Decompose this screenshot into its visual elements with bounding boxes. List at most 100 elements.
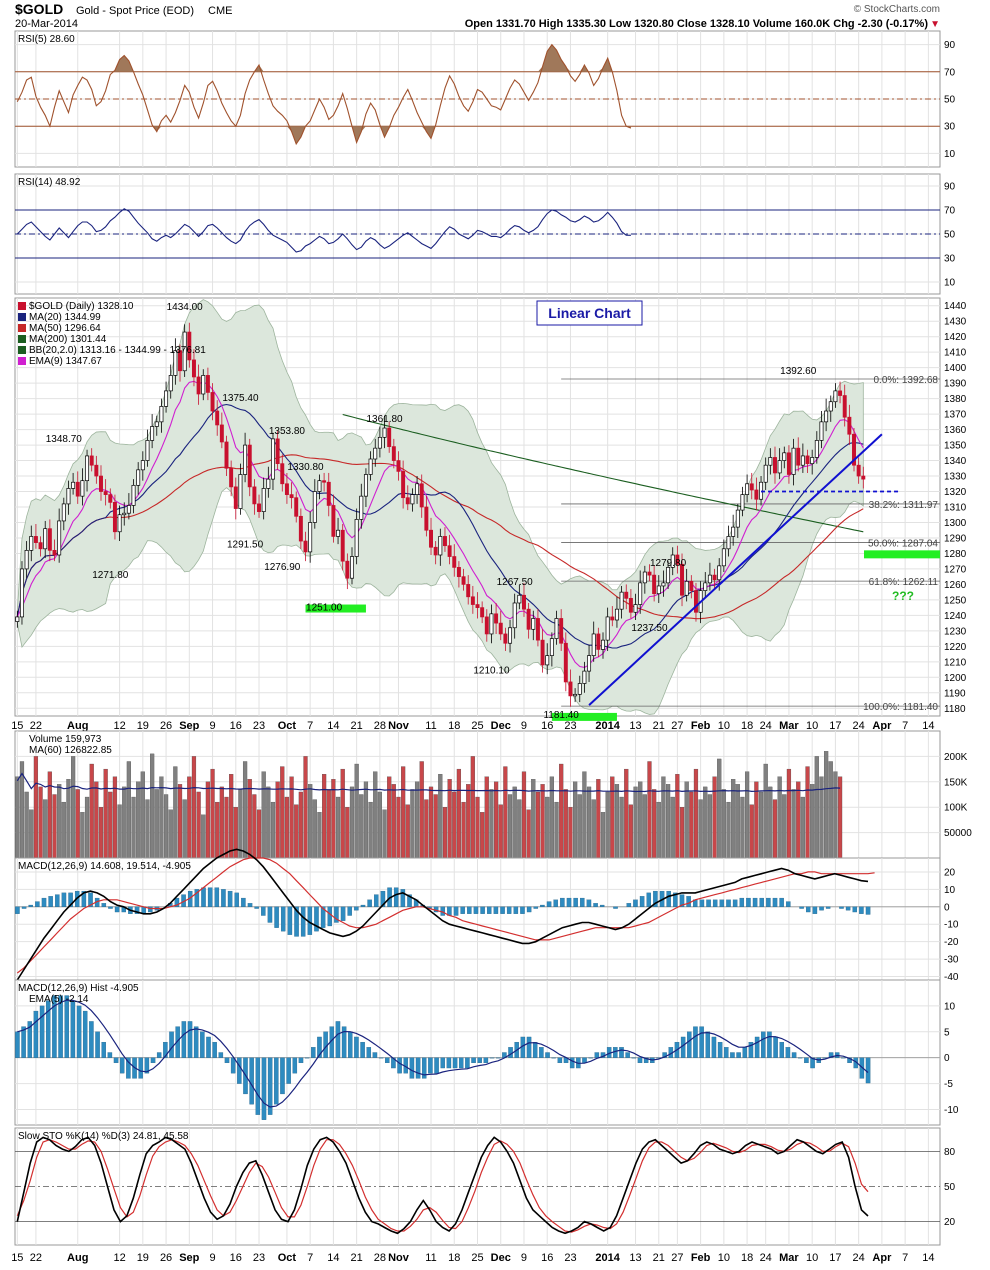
volume-bar xyxy=(401,766,406,859)
x-axis-label: 18 xyxy=(448,720,460,732)
macd-hist-bar xyxy=(70,1000,76,1058)
macd-histogram-bar xyxy=(772,897,778,907)
candle-body xyxy=(415,483,420,495)
macd-histogram-bar xyxy=(526,906,532,913)
candle-body xyxy=(605,616,610,641)
rsi14-panel-tick-label: 70 xyxy=(944,206,956,217)
candle-body xyxy=(224,441,229,469)
volume-axis-tick-label: 50000 xyxy=(944,828,972,839)
volume-bar xyxy=(679,807,685,859)
macd-histogram-bar xyxy=(207,887,213,907)
candle-body xyxy=(642,571,647,584)
x-axis-label: 22 xyxy=(30,720,42,732)
volume-bar xyxy=(38,786,43,859)
volume-bar xyxy=(84,796,90,859)
macd-hist-bar xyxy=(748,1041,754,1058)
macd-hist-bar xyxy=(360,1041,365,1058)
macd-histogram-bar xyxy=(101,903,107,907)
x-axis-label: Mar xyxy=(779,1252,799,1264)
fibonacci-level-label: 100.0%: 1181.40 xyxy=(863,702,938,713)
volume-bar xyxy=(136,781,141,859)
volume-bar xyxy=(428,786,434,859)
volume-bar xyxy=(563,789,568,859)
quote-summary: Open 1331.70 High 1335.30 Low 1320.80 Cl… xyxy=(465,18,929,30)
macd-hist-bar xyxy=(594,1052,600,1058)
candle-body xyxy=(726,536,731,550)
candle-body xyxy=(461,576,466,585)
volume-bar xyxy=(782,794,787,859)
macd-hist-bar xyxy=(21,1026,26,1058)
volume-ma-line xyxy=(16,772,841,793)
macd-histogram-bar xyxy=(673,892,678,907)
macd-histogram-bar xyxy=(573,897,578,907)
candle-body xyxy=(210,392,215,412)
legend-label: MA(20) 1344.99 xyxy=(29,312,101,323)
price-annotation: 1291.50 xyxy=(227,540,264,551)
macd-histogram-bar xyxy=(194,889,200,907)
volume-bar xyxy=(763,763,768,859)
macd-histogram-bar xyxy=(374,894,379,907)
candle-body xyxy=(331,505,336,537)
price-annotation: 1267.50 xyxy=(497,577,534,588)
macd-hist-bar xyxy=(699,1026,704,1058)
macd-hist-axis-tick-label: 10 xyxy=(944,1001,956,1012)
x-axis-label: 21 xyxy=(351,720,363,732)
volume-bar xyxy=(414,781,420,859)
candle-body xyxy=(633,604,638,613)
macd-histogram-bar xyxy=(247,903,253,907)
price-axis-tick-label: 1190 xyxy=(944,688,966,699)
macd-hist-bar xyxy=(761,1031,766,1058)
legend-label: BB(20,2.0) 1313.16 - 1344.99 - 1376.81 xyxy=(29,345,206,356)
volume-bar xyxy=(173,766,178,859)
macd-histogram-bar xyxy=(227,890,233,907)
macd-histogram-bar xyxy=(493,906,499,914)
volume-bar xyxy=(684,781,689,859)
macd-histogram-bar xyxy=(506,906,512,914)
candle-body xyxy=(103,491,108,495)
macd-histogram-bar xyxy=(819,906,824,911)
candle-body xyxy=(498,622,503,635)
candle-body xyxy=(15,616,20,622)
x-axis-label: 17 xyxy=(829,1252,841,1264)
macd-histogram-bar xyxy=(739,897,745,907)
macd-hist-bar xyxy=(785,1047,791,1058)
candle-body xyxy=(350,556,354,579)
candle-body xyxy=(182,331,187,372)
x-axis-label: 12 xyxy=(113,720,125,732)
macd-hist-bar xyxy=(311,1047,316,1058)
x-axis-label: 9 xyxy=(209,1252,215,1264)
volume-bar xyxy=(196,791,201,859)
volume-bar xyxy=(140,771,145,859)
macd-histogram-bar xyxy=(28,904,33,907)
macd-histogram-bar xyxy=(706,899,711,907)
macd-histogram-bar xyxy=(81,890,87,907)
x-axis-label: 24 xyxy=(760,1252,772,1264)
macd-panel: -40 -30 -20 -10 0 10 20 MACD(12,26,9) 14.608, 1… xyxy=(14,848,959,983)
candle-body xyxy=(810,457,815,465)
x-axis-label: 28 xyxy=(374,720,386,732)
candle-body xyxy=(568,681,573,697)
volume-bar xyxy=(493,781,499,859)
macd-hist-bar xyxy=(107,1052,113,1058)
x-axis-label: Oct xyxy=(278,720,297,732)
macd-hist-bar xyxy=(218,1052,224,1058)
macd-hist-bar xyxy=(428,1057,433,1074)
volume-bar xyxy=(98,807,104,859)
macd-hist-bar xyxy=(193,1026,199,1058)
volume-bar xyxy=(498,804,503,859)
x-axis-label: Mar xyxy=(779,720,799,732)
volume-bar xyxy=(247,779,252,859)
price-annotation: 1251.00 xyxy=(306,602,343,613)
candle-body xyxy=(345,560,350,579)
macd-hist-bar xyxy=(545,1052,550,1058)
price-axis-tick-label: 1310 xyxy=(944,503,967,514)
volume-bar xyxy=(600,812,606,859)
candle-body xyxy=(85,455,90,482)
x-axis-label: 18 xyxy=(741,720,753,732)
legend-label: $GOLD (Daily) 1328.10 xyxy=(29,301,134,312)
candle-body xyxy=(66,488,71,505)
volume-bar xyxy=(80,812,85,859)
x-axis-label: 21 xyxy=(351,1252,363,1264)
price-axis-tick-label: 1420 xyxy=(944,332,967,343)
volume-bar xyxy=(800,796,805,859)
